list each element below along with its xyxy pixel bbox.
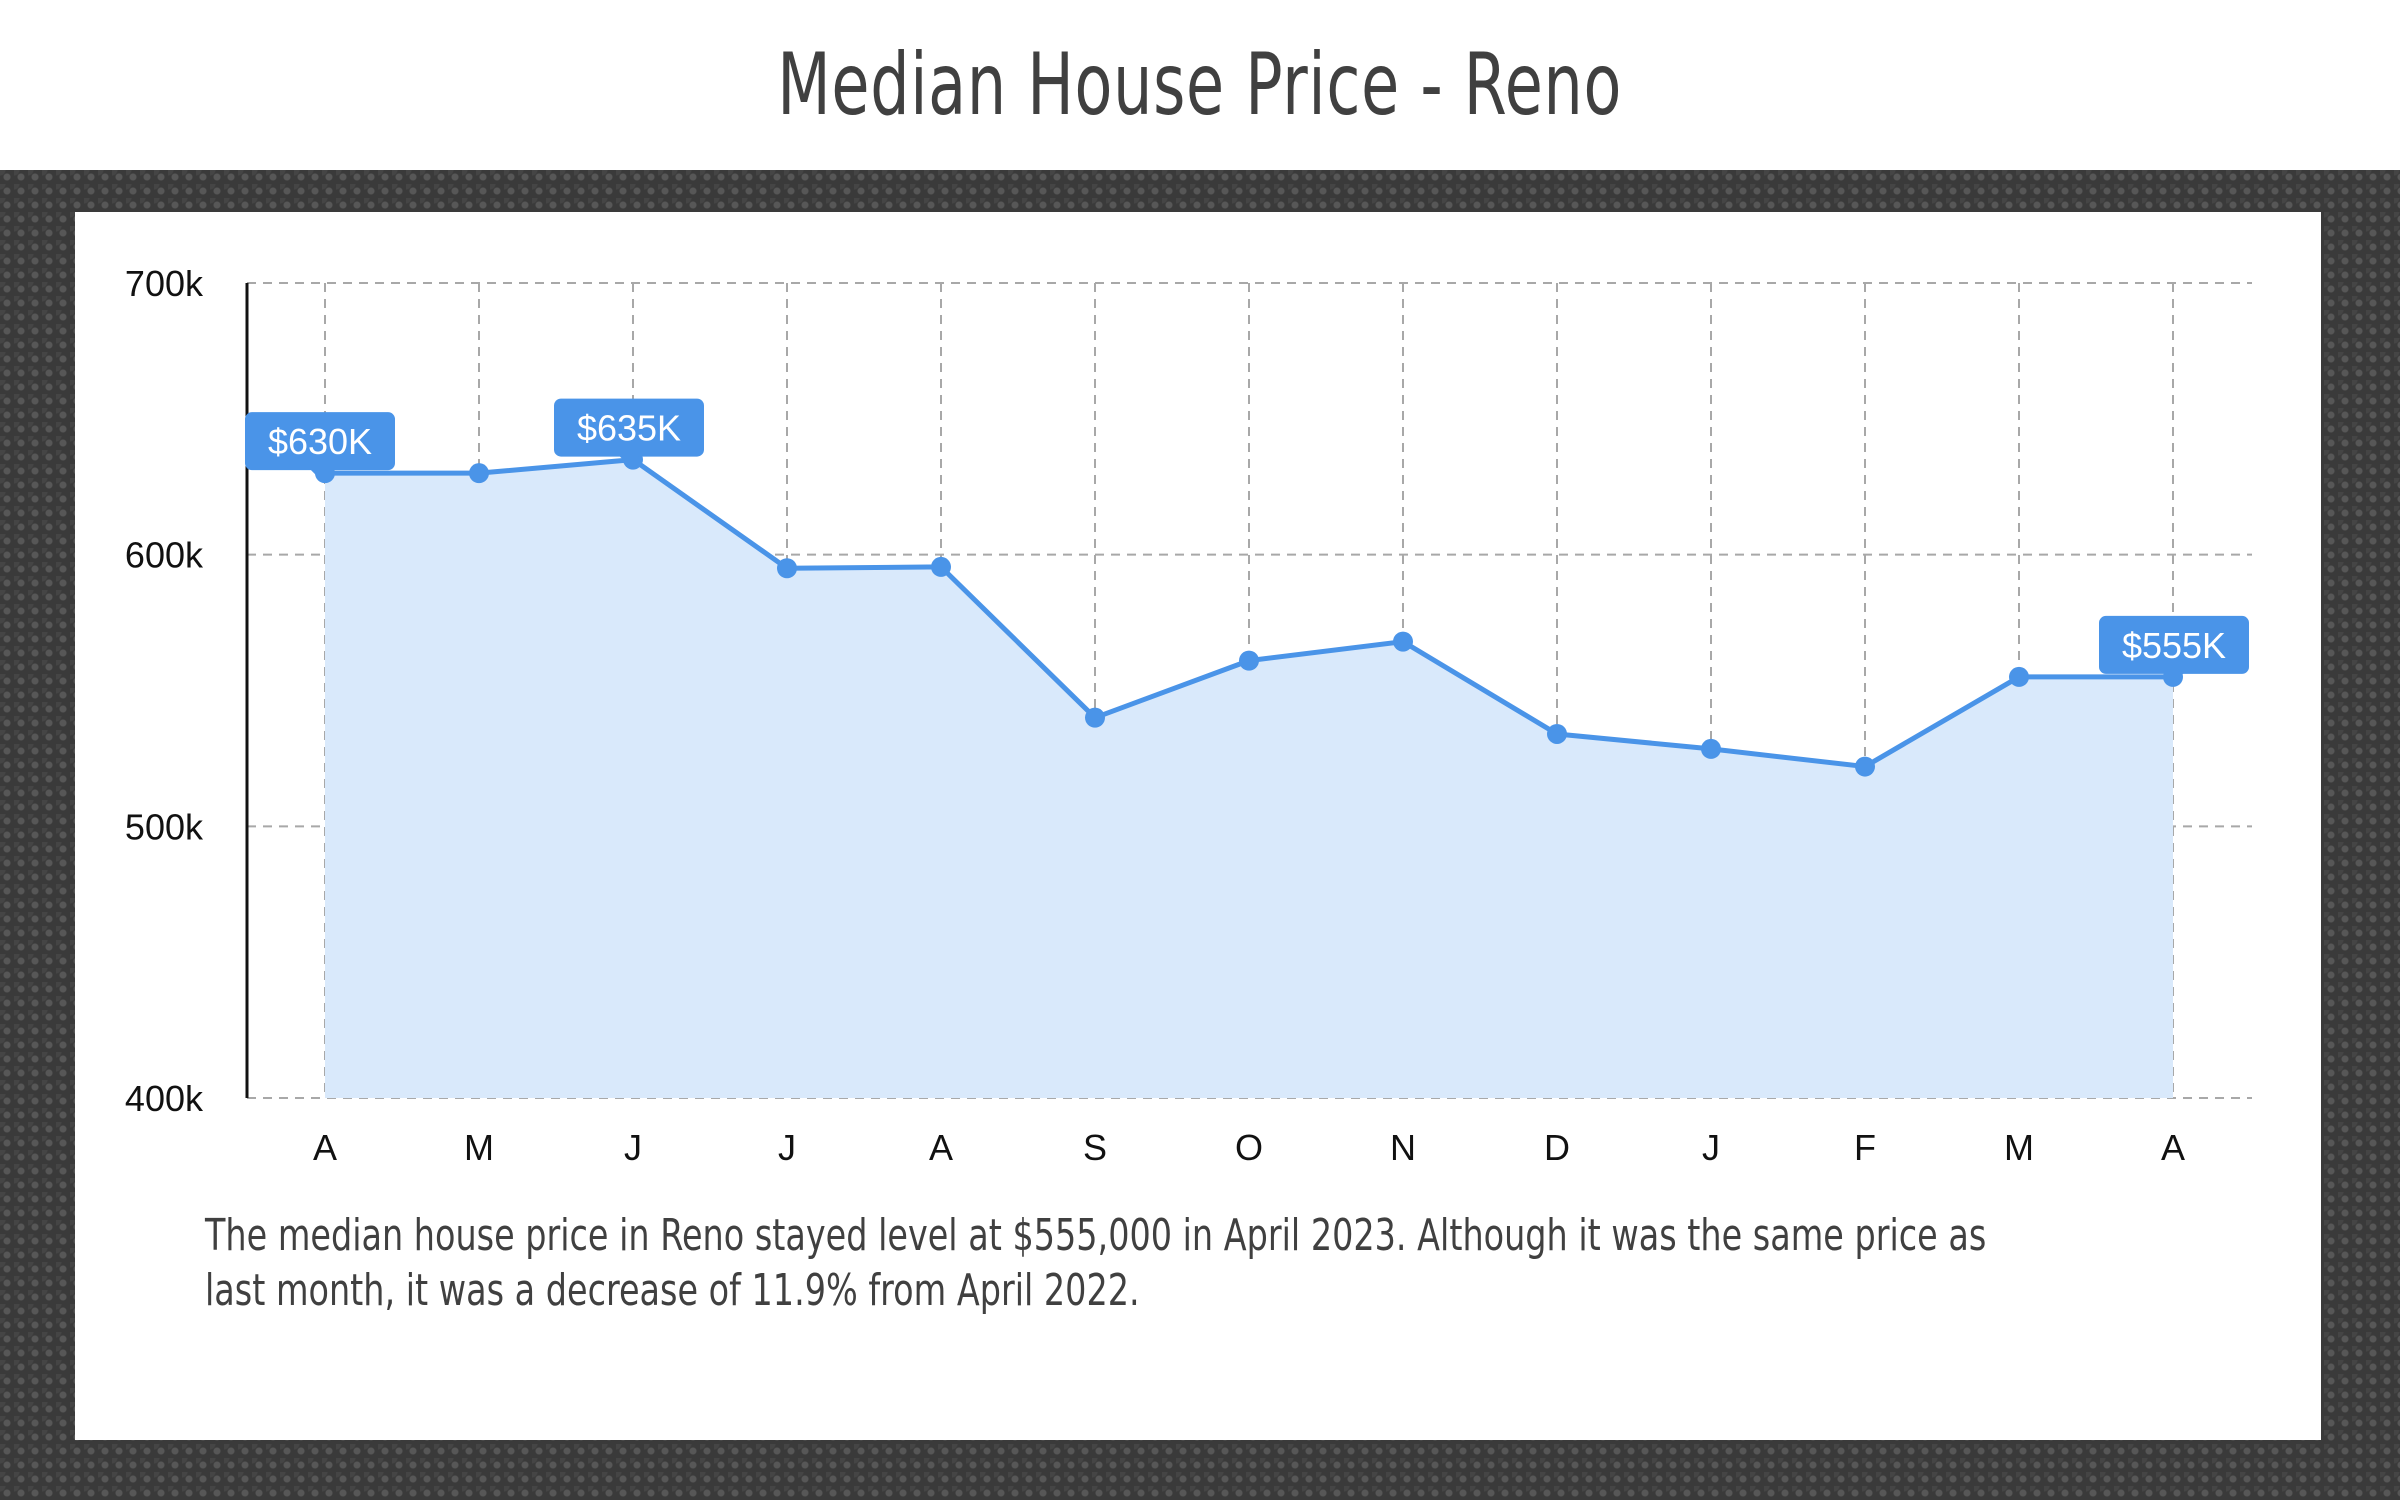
x-tick-label: N	[1390, 1127, 1416, 1168]
header: Median House Price - Reno	[0, 0, 2400, 170]
data-label: $630K	[245, 412, 395, 480]
x-tick-label: M	[464, 1127, 494, 1168]
data-label: $555K	[2099, 615, 2249, 683]
x-tick-label: J	[778, 1127, 796, 1168]
data-point	[931, 556, 951, 577]
data-labels: $630K $635K $555K	[245, 398, 2249, 683]
data-label-text: $630K	[268, 421, 372, 462]
data-point	[469, 463, 489, 484]
data-label-pointer	[619, 455, 639, 466]
data-label-text: $635K	[577, 408, 681, 449]
x-tick-label: F	[1854, 1127, 1876, 1168]
y-tick-label: 700k	[125, 263, 204, 304]
x-tick-label: A	[929, 1127, 953, 1168]
description-line-1: The median house price in Reno stayed le…	[205, 1210, 1987, 1261]
data-label-box	[2099, 615, 2249, 674]
x-tick-label: O	[1235, 1127, 1263, 1168]
data-label-box	[245, 412, 395, 471]
data-label-box	[554, 398, 704, 457]
area-fill	[325, 459, 2173, 1098]
x-tick-label: D	[1544, 1127, 1570, 1168]
data-label-pointer	[310, 469, 330, 480]
data-point	[777, 558, 797, 579]
data-point	[1701, 738, 1721, 759]
data-label-pointer	[2164, 672, 2184, 683]
data-point	[1393, 631, 1413, 652]
x-tick-label: A	[313, 1127, 337, 1168]
data-point	[1547, 723, 1567, 744]
y-tick-label: 400k	[125, 1078, 204, 1119]
data-label-text: $555K	[2122, 625, 2226, 666]
x-tick-label: M	[2004, 1127, 2034, 1168]
x-tick-label: A	[2161, 1127, 2185, 1168]
x-tick-label: J	[1702, 1127, 1720, 1168]
description-line-2: last month, it was a decrease of 11.9% f…	[205, 1265, 1140, 1316]
data-point	[1855, 756, 1875, 777]
x-tick-label: S	[1083, 1127, 1107, 1168]
data-label: $635K	[554, 398, 704, 466]
x-tick-label: J	[624, 1127, 642, 1168]
chart-description: The median house price in Reno stayed le…	[205, 1208, 2029, 1318]
chart-title: Median House Price - Reno	[777, 35, 1623, 135]
y-tick-label: 500k	[125, 806, 204, 847]
y-tick-label: 600k	[125, 535, 204, 576]
data-point	[1239, 650, 1259, 671]
data-point	[1085, 707, 1105, 728]
data-point	[2009, 666, 2029, 687]
y-axis-ticks: 400k 500k 600k 700k	[125, 263, 204, 1119]
